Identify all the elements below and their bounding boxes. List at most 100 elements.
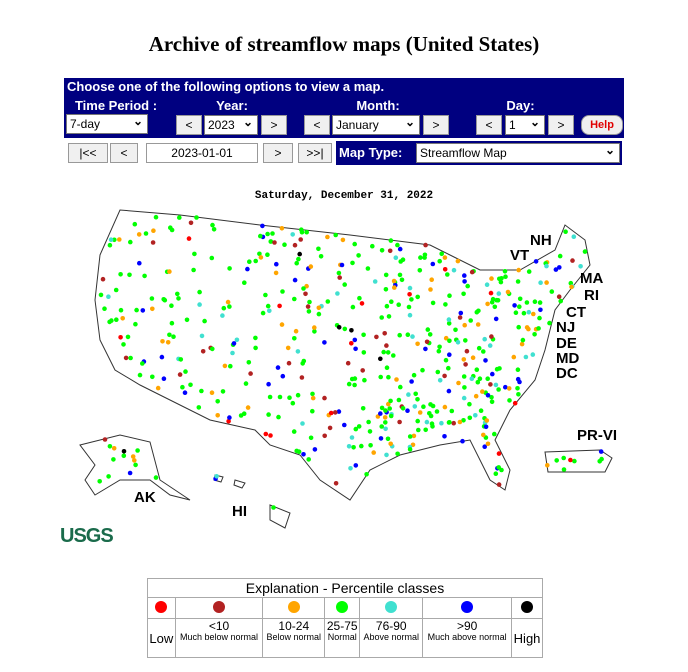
gauge-dot [346,444,352,449]
gauge-dot [379,248,385,253]
gauge-dot [476,345,482,351]
gauge-dot [464,348,470,354]
gauge-dot [356,424,362,429]
gauge-dot [418,255,423,260]
gauge-dot [241,411,247,416]
year-select[interactable]: 2023 [204,113,258,135]
gauge-dot [496,482,502,487]
state-label: NH [530,232,552,249]
gauge-dot [352,376,358,381]
button[interactable]: > [423,115,449,135]
gauge-dot [316,311,322,317]
gauge-dot [137,260,142,266]
time-period-select[interactable]: 7-day [66,112,148,134]
button[interactable]: > [261,115,287,135]
gauge-dot [463,338,468,343]
gauge-dot [379,424,385,429]
gauge-dot [246,360,252,365]
button[interactable]: < [304,115,330,135]
gauge-dot [291,429,297,434]
gauge-dot [428,287,433,292]
gauge-dot [113,287,119,293]
gauge-dot [379,405,385,411]
gauge-dot [285,345,291,351]
gauge-dot [276,414,281,420]
gauge-dot [407,285,413,291]
button[interactable]: < [176,115,202,135]
gauge-dot [571,234,577,239]
gauge-dot [447,420,452,425]
gauge-dot [279,322,285,327]
gauge-dot [188,382,193,388]
day-select[interactable]: 1 [505,113,545,135]
gauge-dot [231,341,237,346]
gauge-dot [424,339,430,345]
gauge-dot [359,301,365,306]
gauge-dot [480,389,485,394]
gauge-dot [483,358,488,363]
gauge-dot [306,309,312,314]
gauge-dot [222,363,228,369]
gauge-dot [248,371,253,376]
legend-class: <10 Much below normal [174,618,264,658]
gauge-dot [370,243,375,249]
gauge-dot [461,395,467,401]
gauge-dot [557,253,563,259]
gauge-dot [361,332,366,338]
gauge-dot [394,377,399,382]
gauge-dot [447,338,452,344]
gauge-dot [519,341,525,347]
legend-class: 25-75 Normal [324,618,361,658]
gauge-dot [391,278,397,284]
button[interactable]: < [476,115,502,135]
button[interactable]: > [548,115,574,135]
gauge-dot [484,418,490,423]
gauge-dot [127,470,133,476]
state-label: DC [556,365,578,382]
gauge-dot [485,376,491,381]
gauge-dot [360,406,366,411]
gauge-dot [132,221,138,227]
help-button[interactable]: Help [581,115,623,135]
gauge-dot [357,295,362,301]
gauge-dot [536,326,541,331]
gauge-dot [353,463,359,468]
date-input[interactable]: 2023-01-01 [146,143,258,163]
gauge-dot [293,328,299,334]
button[interactable]: > [263,143,293,163]
gauge-dot [386,374,391,380]
month-select[interactable]: January [332,113,420,135]
button[interactable]: |<< [68,143,108,163]
gauge-dot [469,269,475,275]
gauge-dot [325,234,330,240]
gauge-dot [253,335,258,341]
gauge-dot [382,415,388,420]
gauge-dot [467,401,472,407]
gauge-dot [121,449,127,454]
gauge-dot [167,269,172,274]
gauge-dot [155,385,161,391]
gauge-dot [489,299,495,305]
gauge-dot [383,426,388,432]
gauge-dot [569,284,574,290]
gauge-dot [439,420,444,426]
button[interactable]: >>| [298,143,332,163]
gauge-dot [111,457,116,462]
gauge-dot [429,277,435,282]
button[interactable]: < [110,143,138,163]
label: Map Type: [339,145,403,160]
gauge-dot [524,300,530,305]
gauge-dot [130,454,136,459]
gauge-dot [253,345,258,351]
gauge-dot [474,367,480,372]
map-type-select[interactable]: Streamflow Map [416,141,620,163]
gauge-dot [386,401,391,407]
gauge-dot [221,305,227,311]
gauge-dot [388,413,394,419]
gauge-dot [153,214,159,220]
gauge-dot [489,334,494,339]
gauge-dot [384,343,389,348]
gauge-dot [492,431,497,437]
gauge-dot [150,374,155,380]
gauge-dot [545,463,550,468]
